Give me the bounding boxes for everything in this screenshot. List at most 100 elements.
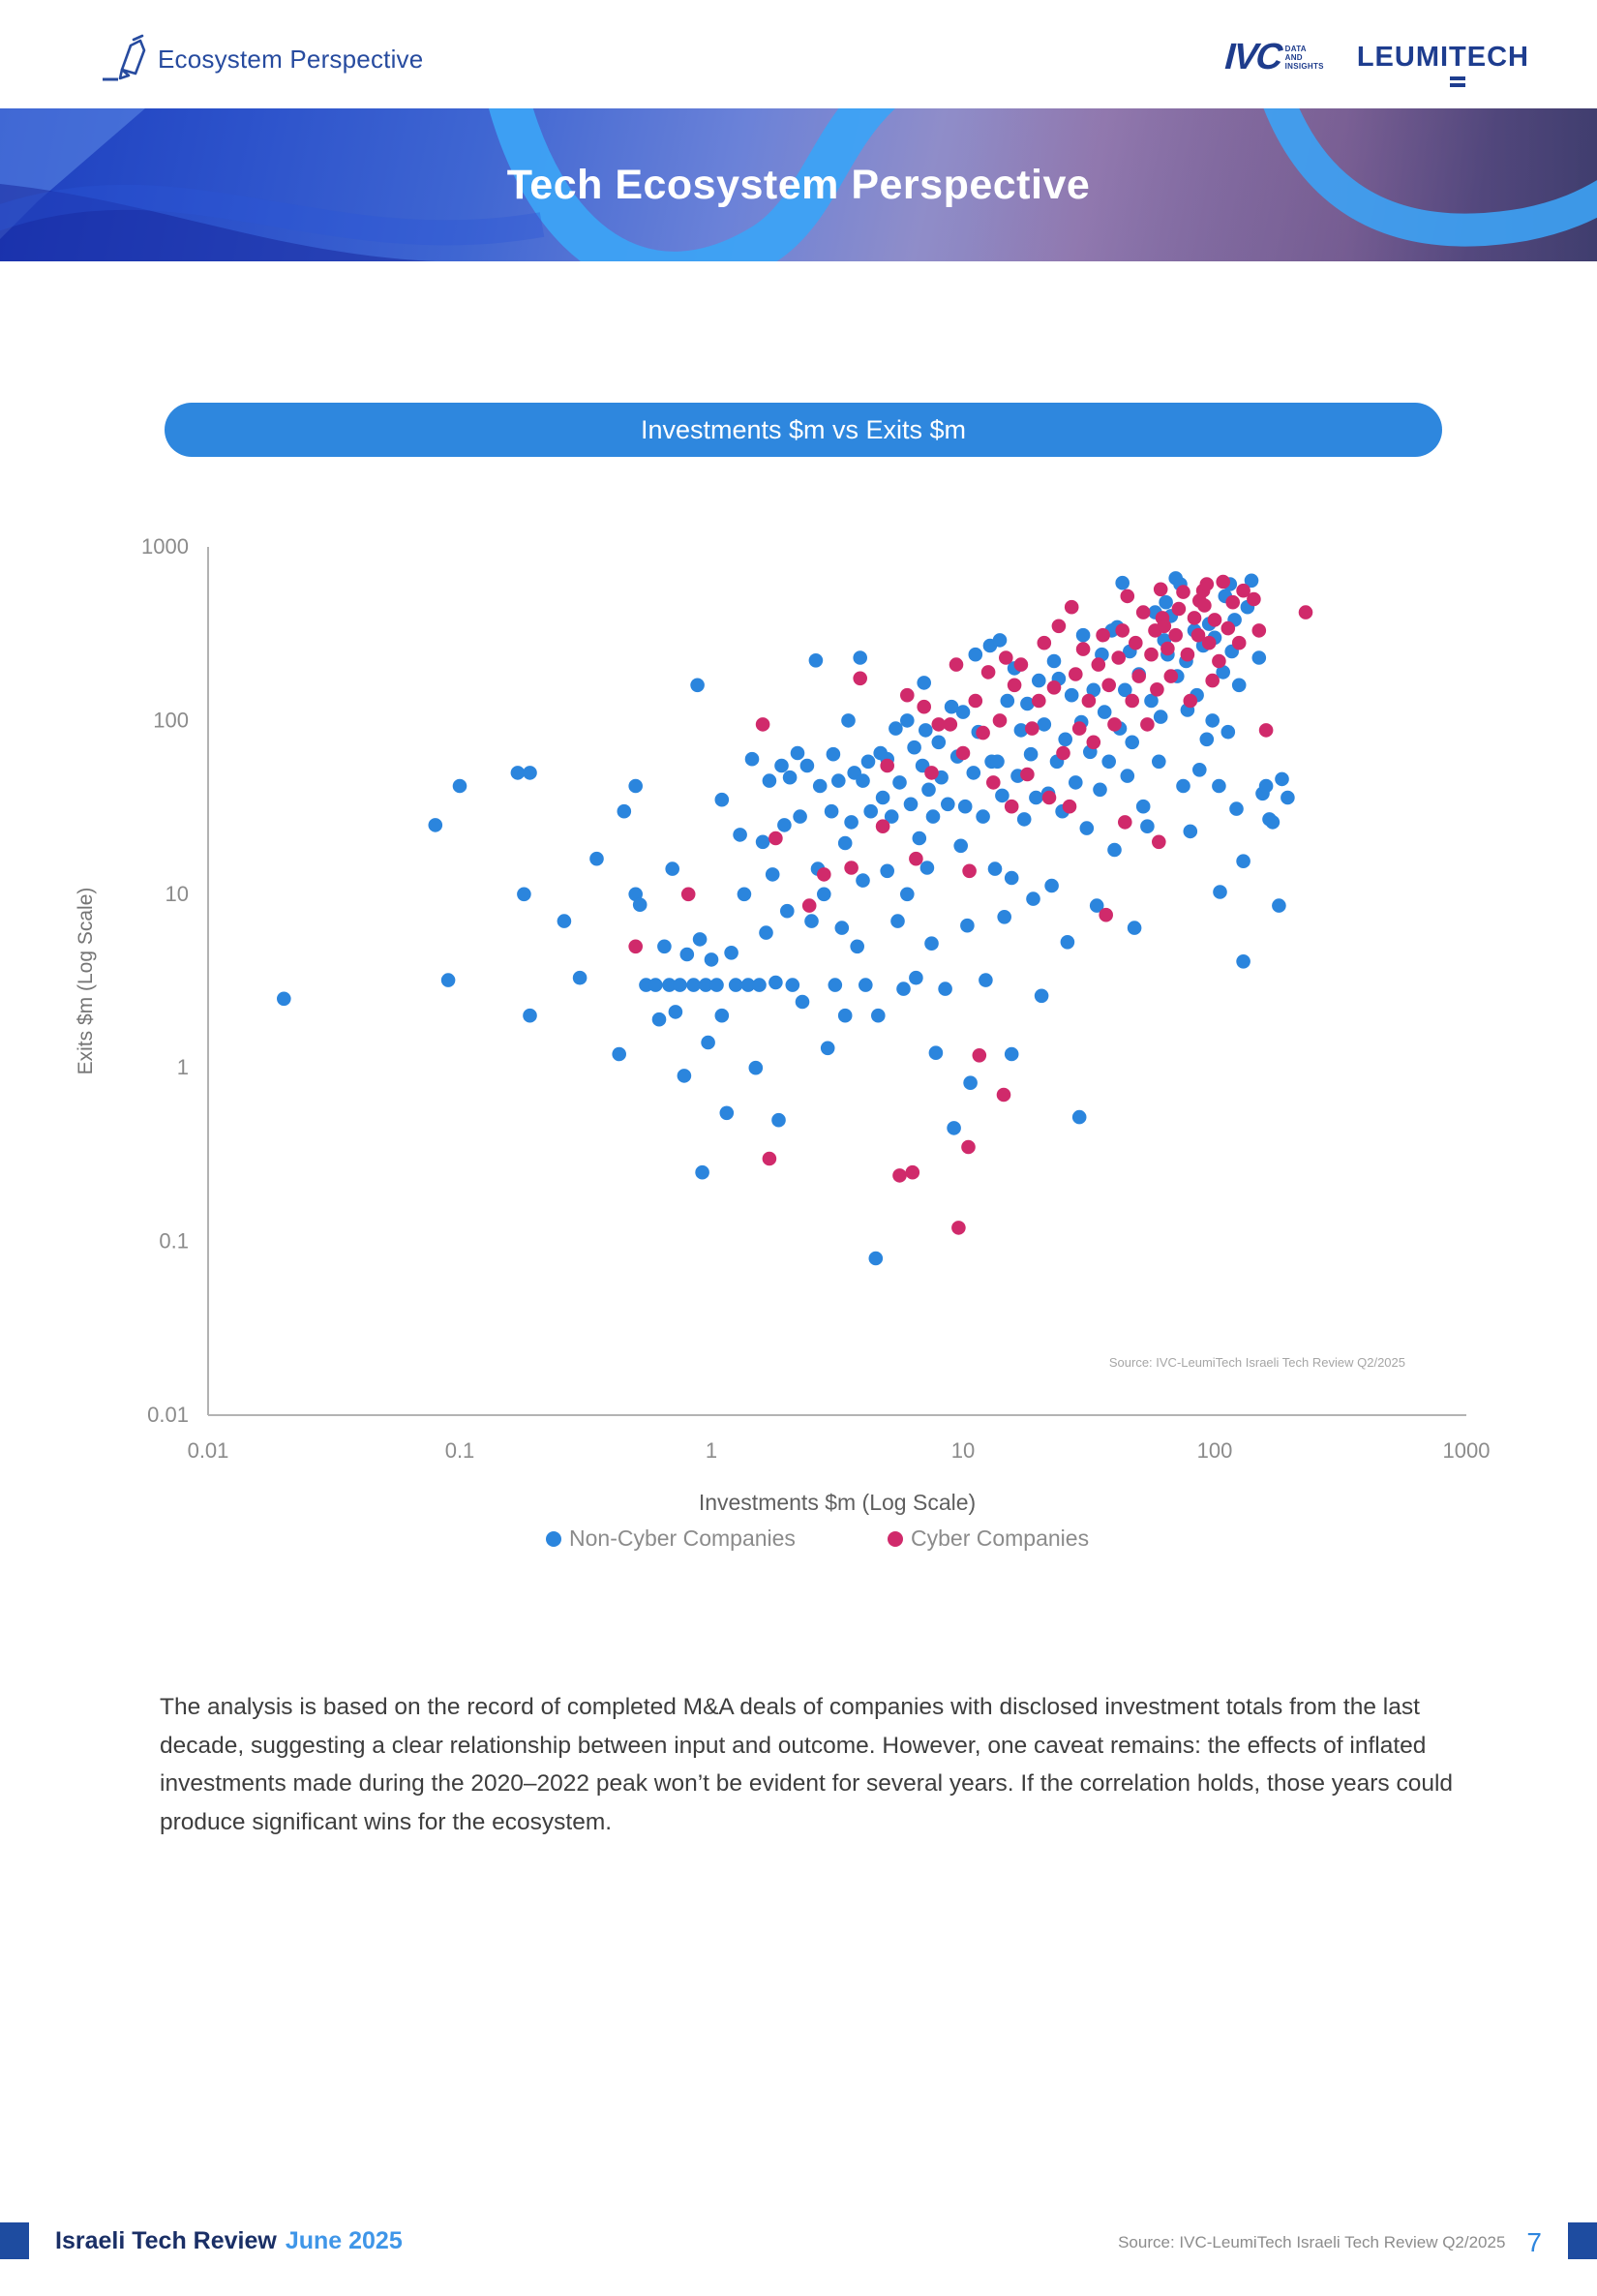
cyber-data-point: [1150, 682, 1164, 697]
cyber-data-point: [949, 657, 964, 672]
non-cyber-data-point: [744, 751, 760, 767]
non-cyber-data-point: [662, 978, 677, 992]
non-cyber-data-point: [917, 676, 931, 690]
cyber-data-point: [1176, 585, 1190, 599]
x-tick-label: 0.01: [188, 1438, 229, 1463]
cyber-data-point: [1160, 641, 1175, 656]
non-cyber-data-point: [892, 775, 907, 790]
cyber-data-point: [943, 717, 958, 732]
cyber-data-point: [1120, 589, 1135, 604]
non-cyber-data-point: [844, 815, 859, 830]
non-cyber-data-point: [690, 678, 705, 693]
y-tick-label: 0.1: [159, 1229, 189, 1254]
non-cyber-data-point: [1281, 790, 1295, 805]
non-cyber-data-point: [925, 809, 941, 824]
non-cyber-data-point: [1220, 724, 1236, 740]
cyber-data-point: [1225, 594, 1240, 610]
legend-dot-non-cyber: [546, 1531, 561, 1547]
non-cyber-data-point: [1159, 594, 1173, 610]
cyber-data-point: [1220, 620, 1236, 636]
non-cyber-data-point: [968, 647, 983, 662]
non-cyber-data-point: [1152, 754, 1166, 770]
non-cyber-data-point: [1115, 575, 1130, 590]
non-cyber-data-point: [856, 773, 870, 788]
leumitech-post: ECH: [1466, 42, 1529, 73]
legend-label-non-cyber: Non-Cyber Companies: [569, 1526, 796, 1551]
x-tick-label: 1: [706, 1438, 717, 1463]
non-cyber-data-point: [733, 828, 747, 842]
non-cyber-data-point: [955, 705, 971, 719]
non-cyber-data-point: [768, 975, 783, 990]
non-cyber-data-point: [880, 863, 894, 879]
ivc-logo: IVC DATA AND INSIGHTS: [1220, 37, 1324, 78]
non-cyber-data-point: [831, 773, 846, 788]
cyber-data-point: [1081, 693, 1097, 709]
cyber-data-point: [1201, 635, 1217, 650]
non-cyber-data-point: [665, 861, 679, 876]
non-cyber-data-point: [695, 1164, 709, 1180]
non-cyber-data-point: [808, 653, 824, 668]
cyber-data-point: [1086, 735, 1101, 750]
non-cyber-data-point: [912, 831, 927, 846]
cyber-data-point: [1212, 653, 1226, 669]
non-cyber-data-point: [1032, 673, 1046, 688]
non-cyber-data-point: [719, 1105, 735, 1121]
non-cyber-data-point: [1058, 732, 1072, 747]
cyber-data-point: [1187, 611, 1202, 625]
non-cyber-data-point: [966, 766, 981, 780]
cyber-data-point: [1069, 667, 1083, 681]
cyber-data-point: [909, 851, 923, 866]
non-cyber-data-point: [817, 887, 831, 902]
footer-title: Israeli Tech Review June 2025: [55, 2227, 403, 2255]
ivc-logo-text: IVC: [1220, 37, 1287, 77]
non-cyber-data-point: [1064, 687, 1079, 703]
non-cyber-data-point: [1118, 682, 1132, 698]
footer-left-square: [0, 2222, 29, 2259]
non-cyber-data-point: [1244, 573, 1259, 589]
header-logos: IVC DATA AND INSIGHTS LEUMI T ECH: [1220, 37, 1529, 87]
non-cyber-data-point: [947, 1121, 961, 1135]
cyber-data-point: [1131, 669, 1146, 683]
non-cyber-data-point: [692, 932, 708, 947]
cyber-data-point: [1180, 647, 1195, 662]
non-cyber-data-point: [909, 970, 923, 985]
x-tick-label: 0.1: [445, 1438, 475, 1463]
cyber-data-point: [962, 863, 977, 879]
cyber-data-point: [1118, 815, 1132, 830]
cyber-data-point: [1115, 623, 1130, 638]
non-cyber-data-point: [686, 978, 701, 992]
non-cyber-data-point: [957, 799, 973, 814]
non-cyber-data-point: [1004, 870, 1019, 886]
footer-right: Source: IVC-LeumiTech Israeli Tech Revie…: [1118, 2227, 1542, 2258]
non-cyber-data-point: [612, 1046, 626, 1062]
cyber-data-point: [1152, 834, 1166, 850]
cyber-data-point: [1153, 582, 1168, 597]
chart-title-pill: Investments $m vs Exits $m: [165, 403, 1442, 457]
non-cyber-data-point: [860, 754, 876, 770]
non-cyber-data-point: [1231, 678, 1247, 693]
non-cyber-data-point: [841, 713, 856, 728]
non-cyber-data-point: [1004, 1046, 1019, 1062]
non-cyber-data-point: [1097, 705, 1112, 719]
cyber-data-point: [999, 650, 1013, 665]
non-cyber-data-point: [748, 1060, 764, 1075]
non-cyber-data-point: [820, 1041, 835, 1056]
cyber-data-point: [1135, 605, 1151, 619]
non-cyber-data-point: [941, 797, 955, 812]
non-cyber-data-point: [714, 792, 730, 807]
cyber-data-point: [875, 819, 890, 833]
non-cyber-data-point: [804, 914, 819, 928]
leumitech-t: T: [1449, 42, 1467, 87]
cyber-data-point: [1144, 647, 1159, 662]
non-cyber-data-point: [900, 713, 915, 728]
highlighter-pen-icon: [103, 34, 146, 81]
cyber-data-point: [1007, 678, 1022, 693]
non-cyber-data-point: [1192, 763, 1207, 777]
footer-page-number: 7: [1526, 2227, 1542, 2257]
non-cyber-data-point: [963, 1075, 978, 1090]
non-cyber-data-point: [648, 978, 663, 992]
ivc-sub-line: INSIGHTS: [1284, 62, 1324, 71]
non-cyber-data-point: [1016, 812, 1032, 827]
non-cyber-data-point: [1205, 713, 1220, 728]
y-tick-label: 1: [177, 1055, 189, 1079]
